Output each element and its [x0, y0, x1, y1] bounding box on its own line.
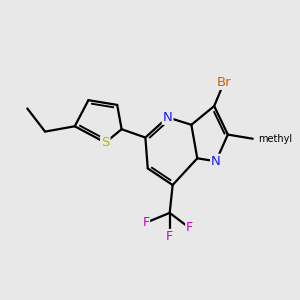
Text: Br: Br: [217, 76, 231, 89]
Text: F: F: [142, 216, 149, 229]
Text: F: F: [166, 230, 173, 242]
Text: F: F: [186, 221, 193, 234]
Text: S: S: [101, 136, 110, 149]
Text: N: N: [211, 155, 221, 168]
Text: methyl: methyl: [258, 134, 292, 144]
Text: N: N: [163, 111, 172, 124]
